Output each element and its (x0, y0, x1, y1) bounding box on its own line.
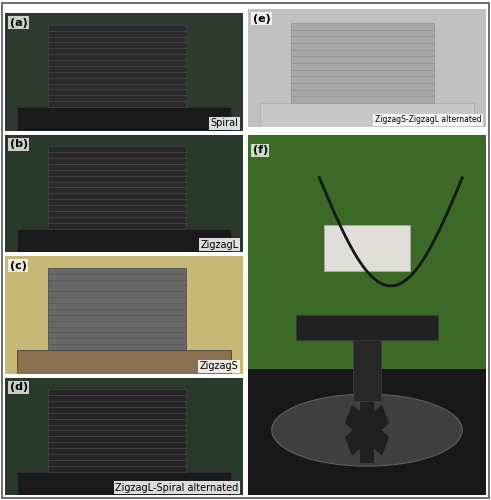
Bar (48, 24, 186, 107)
Bar (324, 224, 410, 272)
Bar (260, 103, 474, 126)
Bar (353, 336, 382, 402)
Text: (c): (c) (10, 260, 27, 270)
Text: ZigzagL: ZigzagL (200, 240, 238, 250)
Bar (248, 134, 486, 369)
Bar (17, 107, 231, 130)
Text: Spiral: Spiral (211, 118, 238, 128)
Bar (248, 369, 486, 495)
Text: ZigzagS-ZigzagL alternated: ZigzagS-ZigzagL alternated (375, 115, 481, 124)
Bar (17, 472, 231, 495)
Text: (d): (d) (10, 382, 28, 392)
Ellipse shape (272, 394, 462, 466)
Bar (48, 146, 186, 228)
Text: (a): (a) (10, 18, 27, 28)
Bar (360, 398, 374, 462)
Bar (17, 350, 231, 374)
Text: ZigzagS: ZigzagS (199, 361, 238, 371)
Text: (b): (b) (10, 139, 28, 149)
Bar (345, 404, 389, 456)
Text: (f): (f) (253, 146, 268, 156)
Bar (296, 315, 438, 340)
Bar (48, 268, 186, 350)
Bar (345, 404, 389, 456)
Bar (48, 389, 186, 471)
Bar (17, 228, 231, 252)
Bar (291, 23, 434, 103)
Text: (e): (e) (253, 14, 271, 24)
Text: ZigzagL-Spiral alternated: ZigzagL-Spiral alternated (115, 482, 238, 492)
